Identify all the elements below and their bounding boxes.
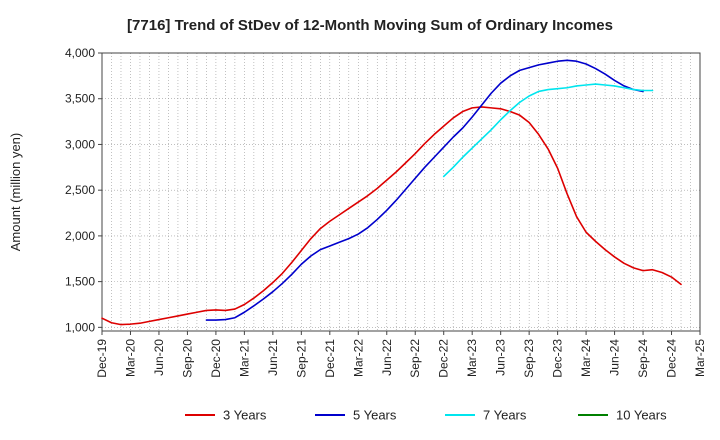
legend: 3 Years 5 Years 7 Years 10 Years xyxy=(185,408,667,423)
y-tick-label: 2,500 xyxy=(65,183,95,197)
x-tick-label: Jun-20 xyxy=(152,339,166,376)
x-tick-label: Mar-20 xyxy=(123,339,137,377)
x-tick-label: Dec-21 xyxy=(323,339,337,378)
y-tick-label: 2,000 xyxy=(65,229,95,243)
x-tick-label: Sep-22 xyxy=(408,339,422,378)
x-tick-label: Sep-20 xyxy=(180,339,194,378)
x-tick-label: Jun-21 xyxy=(266,339,280,376)
x-tick-label: Dec-19 xyxy=(95,339,109,378)
y-tick-label: 1,500 xyxy=(65,275,95,289)
y-tick-label: 3,500 xyxy=(65,92,95,106)
y-tick-label: 4,000 xyxy=(65,46,95,60)
series-line-3-years xyxy=(101,106,682,326)
legend-label-5-years: 5 Years xyxy=(353,408,397,423)
x-tick-label: Mar-23 xyxy=(465,339,479,377)
series-line-7-years xyxy=(442,83,654,178)
chart-title: [7716] Trend of StDev of 12-Month Moving… xyxy=(127,17,613,34)
x-tick-label: Mar-22 xyxy=(351,339,365,377)
y-tick-label: 3,000 xyxy=(65,137,95,151)
x-tick-label: Sep-24 xyxy=(636,339,650,378)
x-tick-label: Mar-24 xyxy=(579,339,593,377)
y-tick-label: 1,000 xyxy=(65,320,95,334)
plot-area: 1,000 1,500 2,000 2,500 3,000 3,500 4,000 Dec-1… xyxy=(65,46,707,378)
legend-label-7-years: 7 Years xyxy=(483,408,527,423)
x-tick-label: Dec-24 xyxy=(665,339,679,378)
plot-frame xyxy=(101,52,701,332)
x-tick-label: Mar-21 xyxy=(237,339,251,377)
x-tick-label: Mar-25 xyxy=(693,339,707,377)
x-tick-label: Sep-23 xyxy=(522,339,536,378)
legend-label-10-years: 10 Years xyxy=(616,408,667,423)
x-tick-label: Dec-20 xyxy=(209,339,223,378)
x-tick-label: Jun-23 xyxy=(494,339,508,376)
series-line-5-years xyxy=(205,59,644,321)
y-axis-label: Amount (million yen) xyxy=(8,133,23,252)
x-tick-label: Dec-23 xyxy=(551,339,565,378)
x-tick-label: Jun-22 xyxy=(380,339,394,376)
x-tick-label: Jun-24 xyxy=(608,339,622,376)
x-tick-label: Sep-21 xyxy=(294,339,308,378)
x-tick-label: Dec-22 xyxy=(437,339,451,378)
legend-label-3-years: 3 Years xyxy=(223,408,267,423)
